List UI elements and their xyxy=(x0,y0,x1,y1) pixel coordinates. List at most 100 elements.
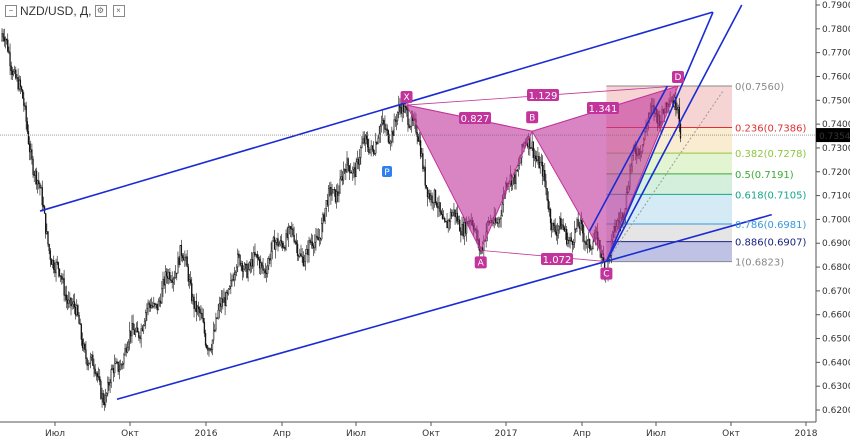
candle-body xyxy=(118,369,120,372)
candle-body xyxy=(416,131,418,137)
candle-body xyxy=(16,77,18,79)
candle-body xyxy=(315,235,317,243)
candle-body xyxy=(156,303,158,311)
candle-body xyxy=(128,330,131,343)
candle-body xyxy=(511,177,514,186)
candle-body xyxy=(517,165,520,172)
candle-body xyxy=(252,259,254,267)
point-badge xyxy=(474,256,487,269)
candle-body xyxy=(569,237,571,241)
candle-body xyxy=(393,119,395,136)
candle-body xyxy=(238,253,240,256)
point-a: A xyxy=(474,256,487,269)
candle-body xyxy=(242,268,245,272)
candle-body xyxy=(428,193,430,198)
ratio-text: 1.072 xyxy=(543,255,572,266)
candle-body xyxy=(403,106,406,113)
candle-body xyxy=(563,227,566,232)
candle-body xyxy=(32,158,34,175)
candle-body xyxy=(388,141,391,144)
candle-body xyxy=(140,328,142,339)
candle-body xyxy=(293,234,295,242)
candle-body xyxy=(78,314,80,324)
candle-body xyxy=(117,361,119,372)
candle-body xyxy=(304,253,307,262)
fib-level-label: 0.382(0.7278) xyxy=(735,149,807,160)
candle-body xyxy=(332,189,334,194)
candle-body xyxy=(160,300,162,304)
candle-body xyxy=(445,221,447,223)
candle-body xyxy=(109,382,111,386)
candle-body xyxy=(110,369,112,384)
candle-body xyxy=(146,308,148,313)
candle-body xyxy=(3,36,5,42)
candle-body xyxy=(103,402,106,406)
candle-body xyxy=(224,297,226,307)
candle-body xyxy=(50,259,53,265)
minus-icon[interactable]: − xyxy=(5,5,17,17)
candle-body xyxy=(9,52,11,67)
candle-body xyxy=(206,344,208,349)
candle-body xyxy=(134,331,137,335)
candle-body xyxy=(537,155,539,162)
wedge-steep xyxy=(605,11,714,262)
fib-level-label: 0.618(0.7105) xyxy=(735,190,807,201)
candle-body xyxy=(591,248,593,250)
current-price-box xyxy=(816,128,850,143)
candle-body xyxy=(77,305,79,316)
candle-body xyxy=(145,312,147,322)
candle-body xyxy=(452,212,454,217)
candle-body xyxy=(390,141,392,144)
candle-body xyxy=(150,305,153,308)
candle-body xyxy=(56,261,58,263)
candle-body xyxy=(398,104,400,113)
candle-body xyxy=(318,237,321,241)
time-axis: Июл Окт 2016 Апр Июл Окт 2017 Апр Июл Окт 2018 xyxy=(45,422,818,438)
x-tick-label: Апр xyxy=(273,429,291,438)
candle-body xyxy=(418,140,421,142)
close-icon[interactable]: × xyxy=(112,5,125,17)
candle-body xyxy=(553,222,555,226)
candle-body xyxy=(46,231,48,234)
candle-body xyxy=(208,348,210,351)
candle-body xyxy=(589,239,591,249)
candle-body xyxy=(151,305,154,307)
candle-body xyxy=(161,288,163,304)
x-tick-label: 2017 xyxy=(495,429,518,438)
candle-body xyxy=(105,393,108,396)
candle-body xyxy=(234,271,237,275)
candle-body xyxy=(545,180,547,189)
candle-body xyxy=(356,159,358,163)
candle-body xyxy=(254,252,256,256)
settings-icon[interactable]: ⚙ xyxy=(94,5,107,17)
candle-body xyxy=(247,269,249,278)
candle-body xyxy=(223,297,225,303)
candle-body xyxy=(530,147,532,149)
candle-body xyxy=(267,265,269,274)
candle-body xyxy=(72,301,74,305)
candle-body xyxy=(222,298,224,303)
candle-body xyxy=(365,135,368,140)
candle-body xyxy=(73,301,76,308)
candle-body xyxy=(400,107,402,114)
candle-body xyxy=(440,211,442,215)
candle-body xyxy=(279,240,281,245)
candle-body xyxy=(177,257,179,274)
candle-body xyxy=(243,263,246,270)
point-text: B xyxy=(529,113,535,123)
candle-body xyxy=(539,162,541,169)
candle-body xyxy=(360,147,362,158)
candle-body xyxy=(461,224,463,236)
candle-body xyxy=(80,324,83,340)
candle-body xyxy=(448,220,450,222)
candle-body xyxy=(422,153,424,170)
candle-body xyxy=(92,354,94,366)
candle-body xyxy=(309,240,311,244)
candle-body xyxy=(423,167,425,170)
